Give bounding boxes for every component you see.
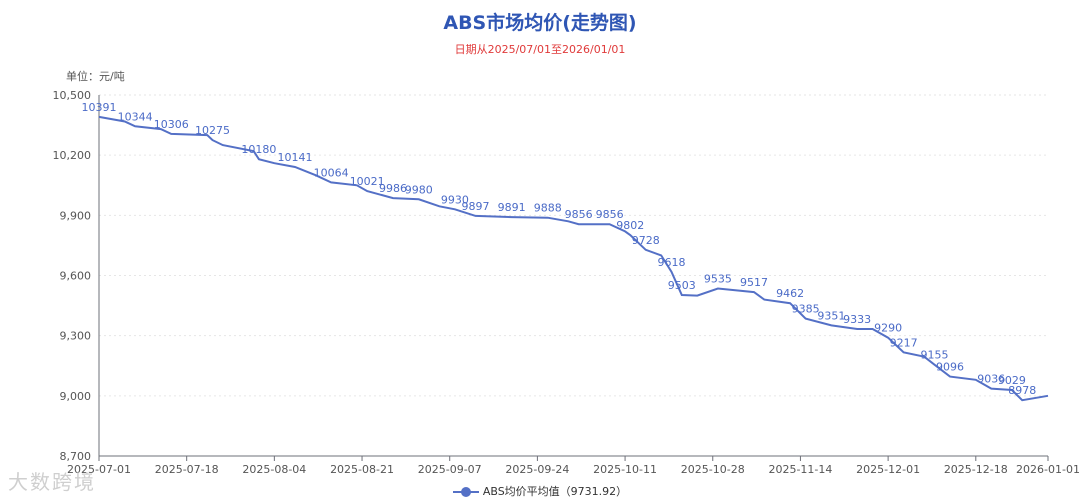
y-tick-label: 9,600 [60,270,92,283]
data-label: 9385 [792,303,820,316]
legend[interactable]: ABS均价平均值（9731.92） [0,483,1080,499]
x-tick-label: 2025-10-28 [681,463,745,476]
data-label: 9856 [565,208,593,221]
y-tick-label: 9,300 [60,330,92,343]
data-label: 9618 [657,256,685,269]
data-label: 9462 [776,287,804,300]
y-tick-label: 8,700 [60,450,92,463]
data-label: 10064 [314,166,349,179]
data-label: 10275 [195,124,230,137]
data-label: 10391 [82,101,117,114]
data-label: 9980 [405,183,433,196]
x-tick-label: 2025-11-14 [768,463,832,476]
chart-subtitle: 日期从2025/07/01至2026/01/01 [454,43,626,56]
data-label: 9802 [616,219,644,232]
y-tick-label: 9,000 [60,390,92,403]
data-label: 9029 [998,374,1026,387]
x-tick-label: 2025-09-07 [418,463,482,476]
data-label: 9290 [874,322,902,335]
data-label: 9503 [668,279,696,292]
data-label: 9096 [936,361,964,374]
x-tick-label: 2025-07-01 [67,463,131,476]
x-tick-label: 2025-08-04 [242,463,306,476]
x-tick-label: 2025-12-01 [856,463,920,476]
legend-label: ABS均价平均值（9731.92） [482,485,628,498]
data-label: 10344 [118,110,153,123]
x-tick-label: 2025-08-21 [330,463,394,476]
data-label: 10180 [241,143,276,156]
x-tick-label: 2026-01-01 [1016,463,1080,476]
x-tick-label: 2025-12-18 [944,463,1008,476]
data-label: 8978 [1008,384,1036,397]
unit-label: 单位：元/吨 [66,70,125,83]
data-label: 9217 [890,336,918,349]
data-label: 9891 [498,201,526,214]
data-label: 9930 [441,193,469,206]
x-tick-label: 2025-10-11 [593,463,657,476]
data-label: 9888 [534,202,562,215]
data-label: 9155 [921,349,949,362]
data-label: 9535 [704,273,732,286]
chart-title: ABS市场均价(走势图) [443,12,637,34]
data-label: 10306 [154,118,189,131]
data-label: 9728 [632,234,660,247]
data-label: 9986 [379,182,407,195]
x-tick-label: 2025-07-18 [155,463,219,476]
x-tick-label: 2025-09-24 [505,463,569,476]
data-label: 9333 [843,313,871,326]
data-label: 10141 [277,151,312,164]
data-label: 9517 [740,276,768,289]
data-label: 10021 [350,175,385,188]
legend-marker-icon [452,487,479,497]
watermark: 大数跨境 [8,470,96,494]
data-label: 9036 [977,373,1005,386]
y-tick-label: 10,200 [53,149,92,162]
data-label: 9856 [596,208,624,221]
y-tick-label: 9,900 [60,209,92,222]
data-label: 9351 [817,309,845,322]
y-tick-label: 10,500 [53,89,92,102]
series-line [98,115,1049,402]
data-label: 9897 [462,200,490,213]
